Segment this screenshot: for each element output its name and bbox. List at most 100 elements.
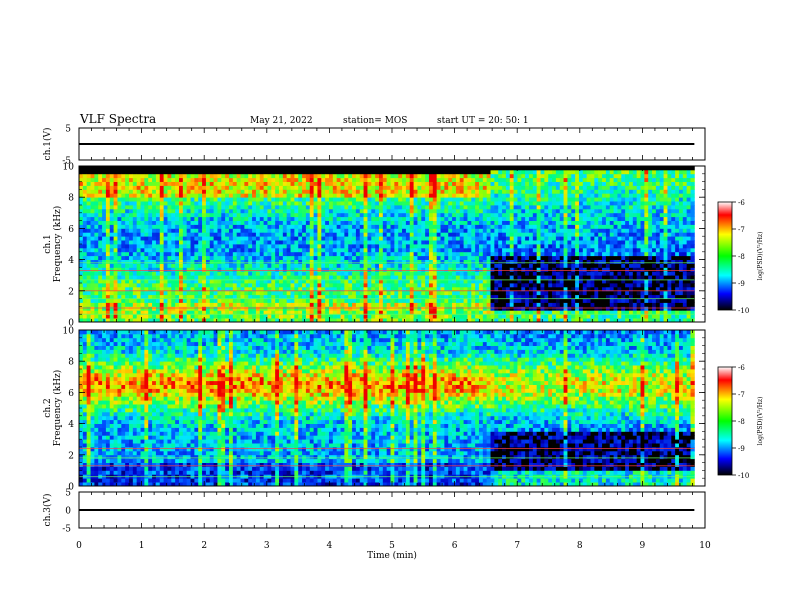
spectrogram-cell [79, 236, 84, 241]
spectrogram-cell [425, 314, 430, 319]
spectrogram-cell [105, 247, 111, 253]
spectrogram-cell [348, 290, 353, 296]
spectrogram-cell [282, 232, 288, 237]
spectrogram-cell [390, 212, 395, 218]
spectrogram-cell [171, 216, 176, 221]
spectrogram-cell [402, 283, 407, 288]
spectrogram-cell [498, 271, 503, 276]
spectrogram-cell [194, 224, 199, 229]
spectrogram-cell [359, 298, 365, 303]
spectrogram-cell [386, 283, 391, 288]
spectrogram-cell [305, 232, 311, 237]
spectrogram-cell [332, 193, 338, 198]
spectrogram-cell [436, 310, 441, 315]
spectrogram-cell [267, 283, 272, 288]
spectrogram-cell [540, 185, 545, 190]
spectrogram-cell [117, 177, 122, 182]
spectrogram-cell [452, 290, 457, 296]
spectrogram-cell [467, 177, 472, 182]
spectrogram-cell [498, 279, 503, 284]
spectrogram-cell [540, 173, 545, 179]
spectrogram-cell [302, 208, 307, 214]
spectrogram-cell [402, 302, 407, 307]
spectrogram-cell [236, 298, 241, 303]
spectrogram-cell [398, 267, 403, 272]
spectrogram-cell [105, 294, 111, 299]
spectrogram-cell [532, 173, 538, 179]
spectrogram-cell [528, 228, 534, 233]
spectrogram-cell [436, 208, 441, 214]
spectrogram-cell [286, 177, 291, 182]
spectrogram-cell [448, 286, 453, 292]
spectrogram-cell [425, 263, 430, 268]
spectrogram-cell [282, 236, 288, 241]
spectrogram-cell [152, 302, 157, 307]
spectrogram-cell [548, 185, 553, 190]
spectrogram-cell [494, 263, 499, 268]
spectrogram-cell [209, 318, 215, 323]
spectrogram-cell [432, 166, 438, 171]
spectrogram-cell [478, 205, 484, 210]
spectrogram-cell [286, 232, 291, 237]
spectrogram-cell [417, 240, 422, 245]
spectrogram-cell [121, 255, 126, 260]
spectrogram-cell [552, 240, 557, 245]
spectrogram-cell [275, 255, 280, 260]
spectrogram-cell [344, 197, 349, 202]
spectrogram-cell [321, 302, 326, 307]
spectrogram-cell [502, 267, 507, 272]
spectrogram-cell [413, 220, 418, 225]
spectrogram-cell [409, 244, 414, 249]
spectrogram-cell [182, 189, 188, 194]
spectrogram-cell [475, 298, 480, 303]
spectrogram-cell [263, 236, 268, 241]
spectrogram-cell [475, 212, 480, 218]
spectrogram-cell [325, 255, 330, 260]
spectrogram-cell [513, 271, 518, 276]
spectrogram-cell [536, 271, 541, 276]
spectrogram-cell [555, 208, 561, 214]
spectrogram-cell [348, 201, 353, 206]
spectrogram-cell [398, 263, 403, 268]
spectrogram-cell [155, 193, 161, 198]
spectrogram-cell [109, 259, 115, 264]
spectrogram-cell [129, 224, 134, 229]
spectrogram-cell [305, 294, 311, 299]
spectrogram-cell [290, 267, 295, 272]
spectrogram-cell [390, 216, 395, 221]
spectrogram-cell [248, 244, 253, 249]
spectrogram-cell [317, 205, 322, 210]
spectrogram-cell [498, 259, 503, 264]
spectrogram-cell [313, 306, 318, 311]
spectrogram-cell [552, 166, 557, 171]
spectrogram-cell [355, 216, 361, 221]
spectrogram-cell [98, 290, 103, 296]
spectrogram-cell [263, 216, 268, 221]
spectrogram-cell [409, 286, 414, 292]
spectrogram-cell [436, 224, 441, 229]
spectrogram-cell [317, 247, 322, 253]
spectrogram-cell [452, 236, 457, 241]
spectrogram-cell [344, 306, 349, 311]
spectrogram-cell [494, 286, 499, 292]
spectrogram-cell [148, 216, 153, 221]
spectrogram-cell [198, 263, 203, 268]
spectrogram-cell [448, 267, 453, 272]
spectrogram-cell [278, 220, 284, 225]
spectrogram-cell [432, 275, 438, 280]
spectrogram-cell [240, 240, 245, 245]
spectrogram-cell [452, 302, 457, 307]
spectrogram-cell [221, 169, 226, 175]
spectrogram-cell [90, 240, 95, 245]
spectrogram-cell [109, 185, 115, 190]
spectrogram-cell [498, 177, 503, 182]
spectrogram-cell [440, 314, 445, 319]
spectrogram-cell [548, 318, 553, 323]
spectrogram-cell [367, 232, 372, 237]
spectrogram-cell [190, 201, 195, 206]
spectrogram-cell [298, 306, 303, 311]
spectrogram-cell [521, 197, 526, 202]
spectrogram-cell [505, 294, 511, 299]
spectrogram-cell [305, 224, 311, 229]
spectrogram-cell [394, 271, 399, 276]
